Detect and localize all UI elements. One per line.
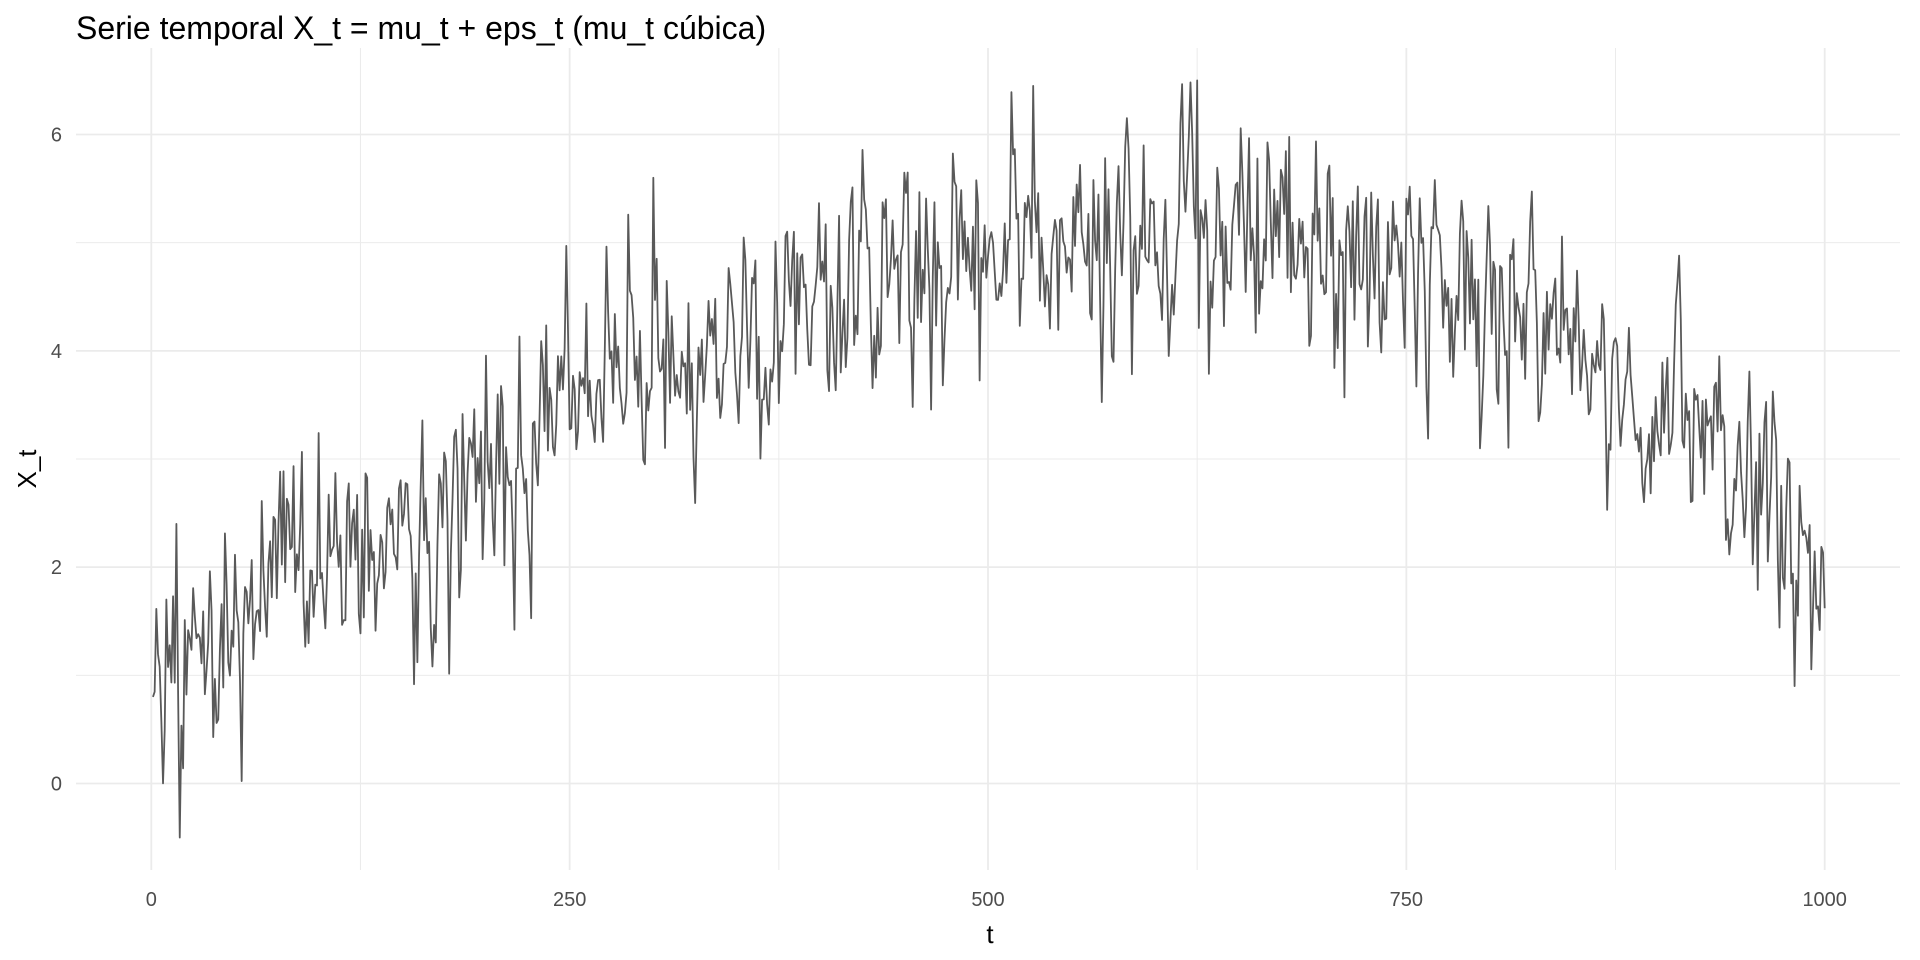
y-tick-label: 2: [51, 557, 62, 579]
chart-title: Serie temporal X_t = mu_t + eps_t (mu_t …: [76, 10, 767, 46]
y-tick-label: 4: [51, 341, 62, 363]
x-tick-label: 750: [1390, 889, 1423, 911]
y-tick-label: 6: [51, 125, 62, 147]
major-gridlines: [76, 48, 1900, 870]
y-axis-title: X_t: [12, 449, 42, 489]
y-axis-tick-labels: 0 2 4 6: [51, 125, 62, 796]
series-line-x-t: [152, 79, 1826, 839]
x-tick-label: 0: [146, 889, 157, 911]
x-tick-label: 500: [971, 889, 1004, 911]
y-tick-label: 0: [51, 773, 62, 795]
x-axis-tick-labels: 0 250 500 750 1000: [146, 889, 1847, 911]
x-axis-title: t: [986, 919, 994, 949]
x-tick-label: 1000: [1802, 889, 1847, 911]
x-tick-label: 250: [553, 889, 586, 911]
